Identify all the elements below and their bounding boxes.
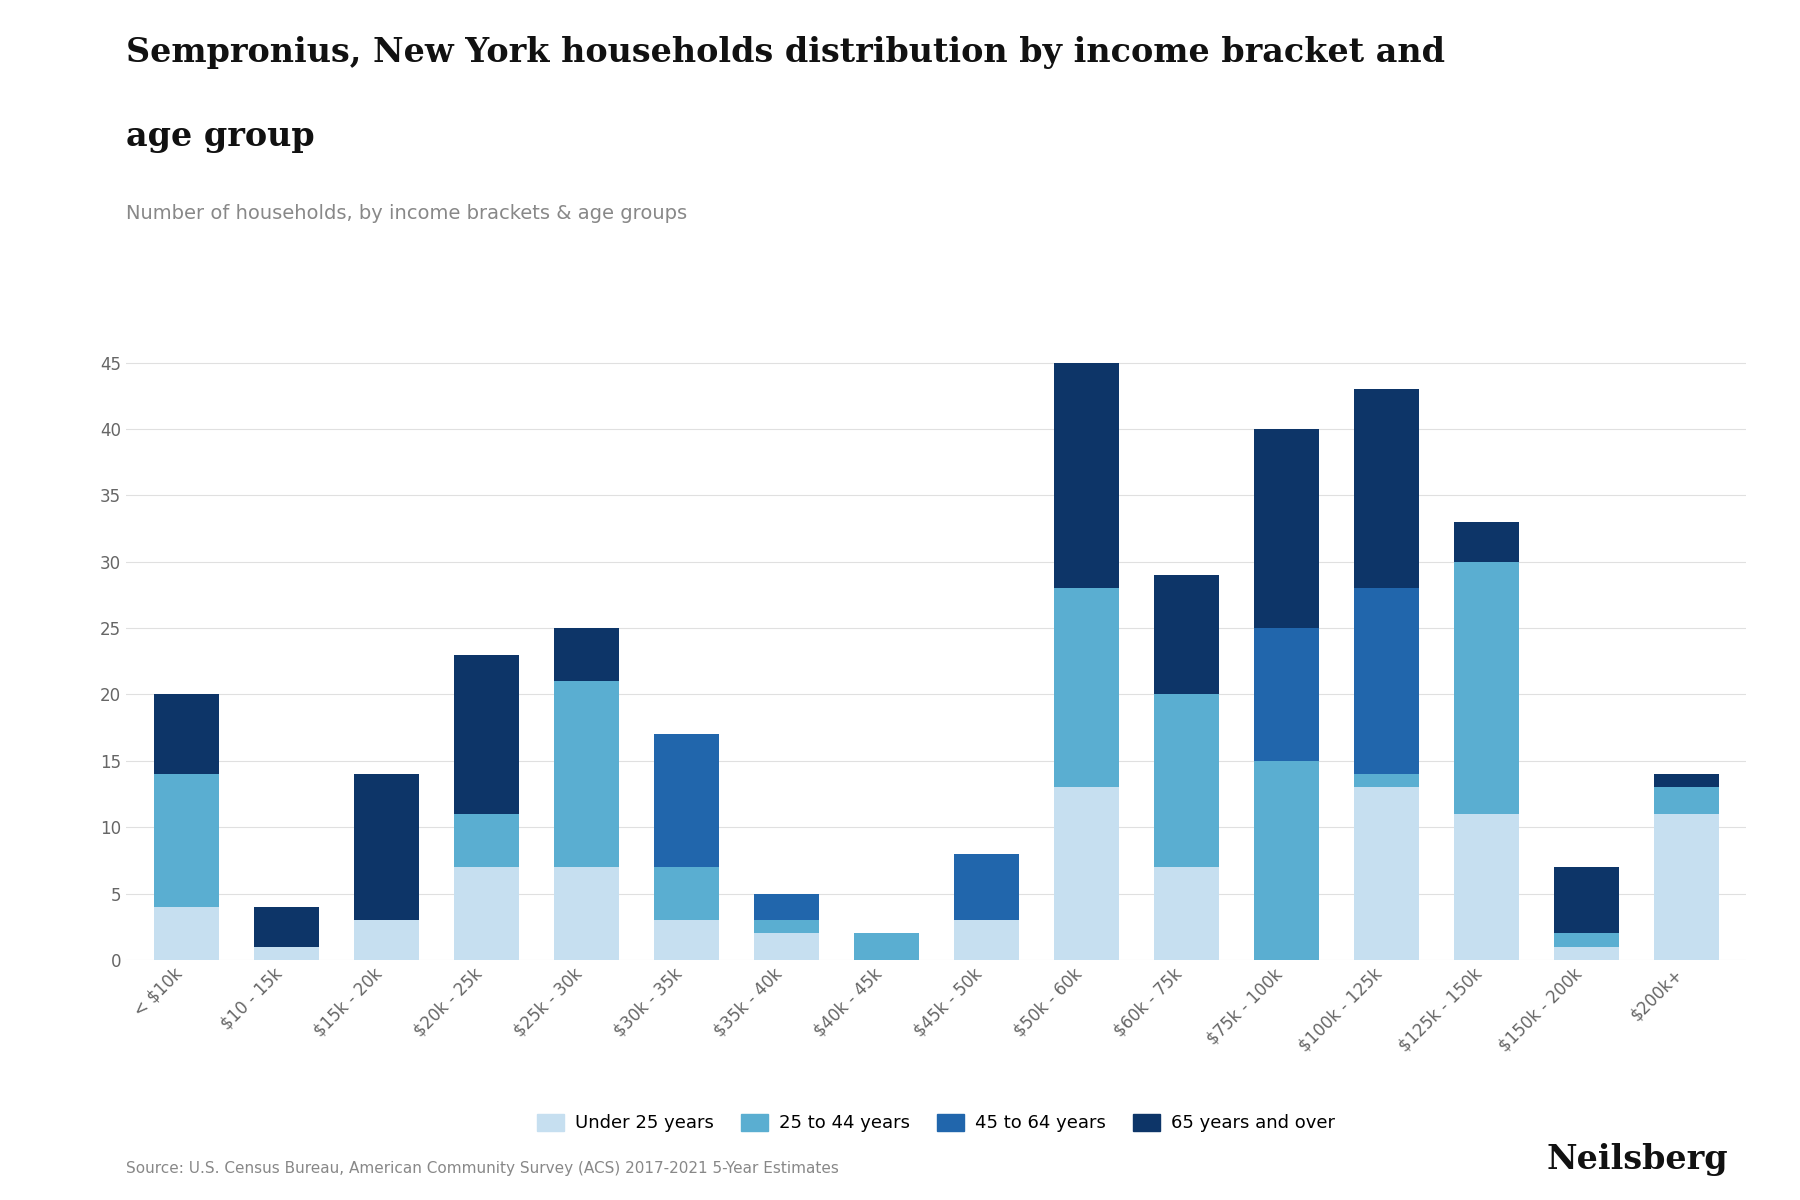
Bar bbox=[1354, 389, 1418, 588]
Text: Number of households, by income brackets & age groups: Number of households, by income brackets… bbox=[126, 204, 688, 223]
Bar bbox=[1654, 814, 1719, 960]
Bar bbox=[454, 655, 518, 814]
Bar bbox=[1154, 695, 1219, 868]
Bar bbox=[853, 934, 918, 960]
Text: Source: U.S. Census Bureau, American Community Survey (ACS) 2017-2021 5-Year Est: Source: U.S. Census Bureau, American Com… bbox=[126, 1162, 839, 1176]
Bar bbox=[1154, 575, 1219, 695]
Text: Sempronius, New York households distribution by income bracket and: Sempronius, New York households distribu… bbox=[126, 36, 1445, 68]
Bar bbox=[1253, 428, 1318, 628]
Bar bbox=[1553, 934, 1618, 947]
Bar bbox=[353, 920, 418, 960]
Bar bbox=[1053, 588, 1118, 787]
Bar bbox=[954, 853, 1019, 920]
Bar bbox=[1053, 362, 1118, 588]
Bar bbox=[554, 628, 619, 682]
Bar bbox=[153, 907, 218, 960]
Bar bbox=[1354, 588, 1418, 774]
Legend: Under 25 years, 25 to 44 years, 45 to 64 years, 65 years and over: Under 25 years, 25 to 44 years, 45 to 64… bbox=[529, 1106, 1343, 1140]
Bar bbox=[554, 682, 619, 868]
Bar bbox=[1253, 761, 1318, 960]
Bar bbox=[1553, 868, 1618, 934]
Text: age group: age group bbox=[126, 120, 315, 152]
Bar bbox=[1454, 522, 1519, 562]
Text: Neilsberg: Neilsberg bbox=[1546, 1142, 1728, 1176]
Bar bbox=[254, 947, 319, 960]
Bar bbox=[1454, 562, 1519, 814]
Bar bbox=[754, 894, 819, 920]
Bar bbox=[153, 774, 218, 907]
Bar bbox=[653, 920, 718, 960]
Bar bbox=[754, 934, 819, 960]
Bar bbox=[353, 774, 418, 920]
Bar bbox=[1053, 787, 1118, 960]
Bar bbox=[454, 814, 518, 868]
Bar bbox=[653, 734, 718, 868]
Bar bbox=[1654, 774, 1719, 787]
Bar bbox=[1454, 814, 1519, 960]
Bar bbox=[153, 695, 218, 774]
Bar bbox=[653, 868, 718, 920]
Bar bbox=[1253, 628, 1318, 761]
Bar bbox=[1354, 774, 1418, 787]
Bar bbox=[454, 868, 518, 960]
Bar bbox=[1553, 947, 1618, 960]
Bar bbox=[1654, 787, 1719, 814]
Bar bbox=[1154, 868, 1219, 960]
Bar bbox=[554, 868, 619, 960]
Bar bbox=[1354, 787, 1418, 960]
Bar bbox=[754, 920, 819, 934]
Bar bbox=[954, 920, 1019, 960]
Bar bbox=[254, 907, 319, 947]
